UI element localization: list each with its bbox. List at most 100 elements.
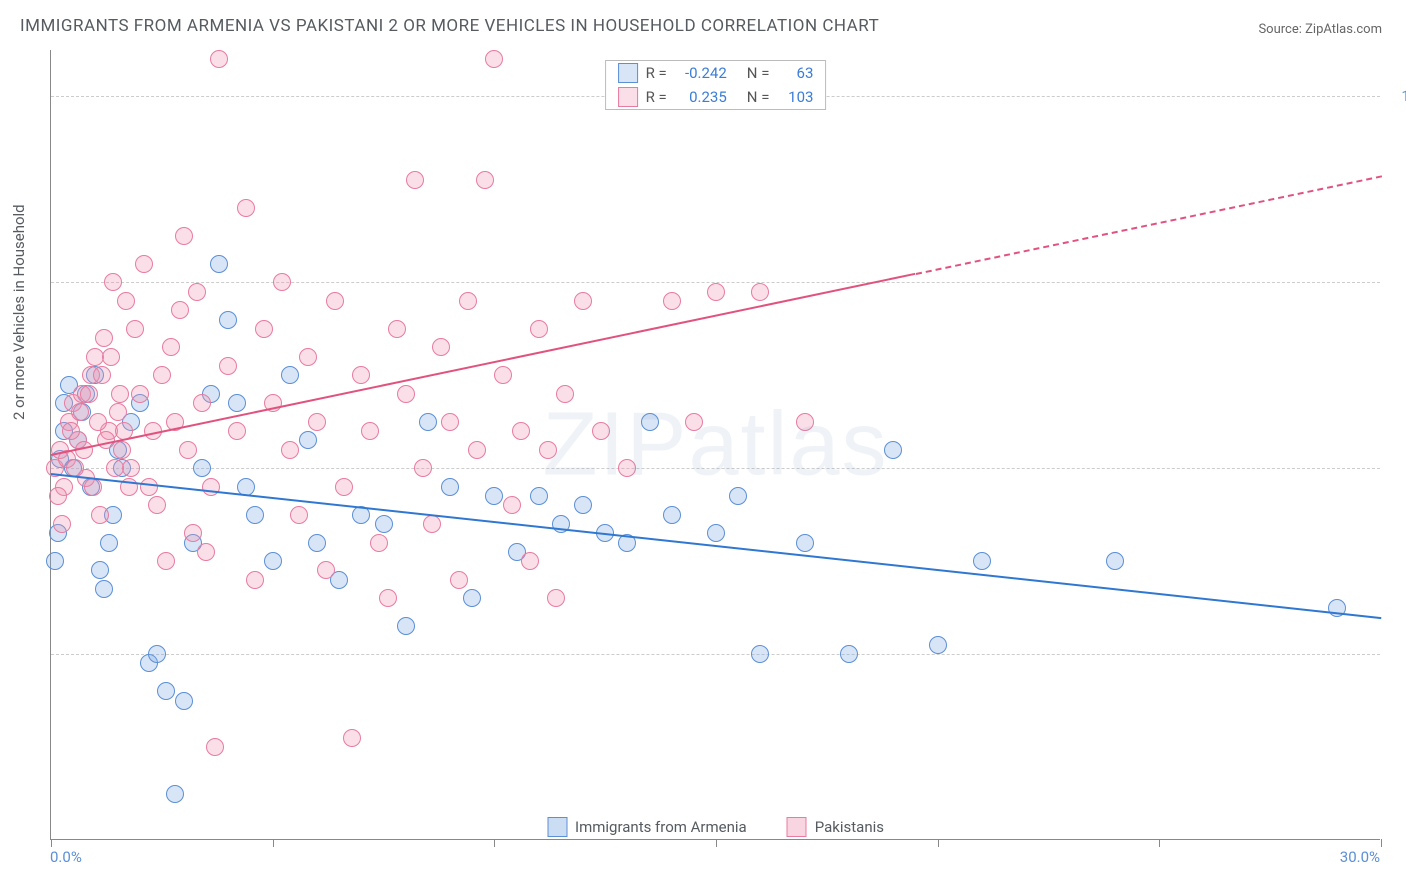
data-point bbox=[929, 636, 947, 654]
data-point bbox=[102, 348, 120, 366]
y-tick-label: 60.0% bbox=[1390, 459, 1406, 477]
data-point bbox=[729, 487, 747, 505]
data-point bbox=[441, 478, 459, 496]
data-point bbox=[91, 561, 109, 579]
data-point bbox=[140, 478, 158, 496]
data-point bbox=[157, 682, 175, 700]
data-point bbox=[521, 552, 539, 570]
data-point bbox=[148, 645, 166, 663]
legend-row: R =0.235N =103 bbox=[606, 85, 826, 109]
data-point bbox=[210, 255, 228, 273]
data-point bbox=[175, 227, 193, 245]
data-point bbox=[290, 506, 308, 524]
data-point bbox=[884, 441, 902, 459]
data-point bbox=[503, 496, 521, 514]
data-point bbox=[53, 515, 71, 533]
data-point bbox=[157, 552, 175, 570]
data-point bbox=[228, 394, 246, 412]
data-point bbox=[685, 413, 703, 431]
data-point bbox=[618, 459, 636, 477]
x-tick bbox=[716, 839, 717, 847]
legend-label: Pakistanis bbox=[815, 818, 884, 836]
data-point bbox=[46, 552, 64, 570]
data-point bbox=[219, 357, 237, 375]
data-point bbox=[406, 171, 424, 189]
x-tick bbox=[938, 839, 939, 847]
x-tick bbox=[1159, 839, 1160, 847]
data-point bbox=[796, 534, 814, 552]
y-tick-label: 40.0% bbox=[1390, 645, 1406, 663]
y-tick-label: 100.0% bbox=[1390, 87, 1406, 105]
data-point bbox=[228, 422, 246, 440]
data-point bbox=[414, 459, 432, 477]
x-tick bbox=[273, 839, 274, 847]
data-point bbox=[281, 441, 299, 459]
data-point bbox=[273, 273, 291, 291]
trend-line bbox=[51, 473, 1381, 619]
data-point bbox=[171, 301, 189, 319]
data-point bbox=[122, 459, 140, 477]
data-point bbox=[707, 524, 725, 542]
data-point bbox=[264, 552, 282, 570]
data-point bbox=[432, 338, 450, 356]
data-point bbox=[113, 441, 131, 459]
source-link[interactable]: ZipAtlas.com bbox=[1305, 22, 1382, 37]
legend-swatch bbox=[547, 817, 567, 837]
data-point bbox=[450, 571, 468, 589]
data-point bbox=[308, 413, 326, 431]
data-point bbox=[166, 785, 184, 803]
x-tick bbox=[51, 839, 52, 847]
data-point bbox=[308, 534, 326, 552]
source-attribution: Source: ZipAtlas.com bbox=[1258, 22, 1382, 37]
chart-plot-area: 40.0%60.0%80.0%100.0% ZIPatlas R =-0.242… bbox=[50, 50, 1380, 840]
data-point bbox=[335, 478, 353, 496]
data-point bbox=[476, 171, 494, 189]
data-point bbox=[148, 496, 166, 514]
y-axis-label: 2 or more Vehicles in Household bbox=[10, 204, 28, 420]
data-point bbox=[299, 348, 317, 366]
data-point bbox=[109, 403, 127, 421]
data-point bbox=[246, 506, 264, 524]
data-point bbox=[71, 403, 89, 421]
data-point bbox=[751, 283, 769, 301]
legend-item: Immigrants from Armenia bbox=[547, 817, 747, 837]
data-point bbox=[317, 561, 335, 579]
data-point bbox=[126, 320, 144, 338]
legend-item: Pakistanis bbox=[787, 817, 884, 837]
data-point bbox=[352, 366, 370, 384]
legend-swatch bbox=[787, 817, 807, 837]
n-value: 63 bbox=[777, 64, 813, 82]
data-point bbox=[219, 311, 237, 329]
r-label: R = bbox=[646, 88, 667, 106]
data-point bbox=[197, 543, 215, 561]
trend-line bbox=[915, 175, 1381, 275]
legend-row: R =-0.242N =63 bbox=[606, 61, 826, 85]
data-point bbox=[379, 589, 397, 607]
data-point bbox=[210, 50, 228, 68]
x-tick-max: 30.0% bbox=[1340, 848, 1380, 866]
data-point bbox=[281, 366, 299, 384]
data-point bbox=[84, 478, 102, 496]
series-legend: Immigrants from Armenia Pakistanis bbox=[547, 817, 884, 837]
data-point bbox=[592, 422, 610, 440]
data-point bbox=[202, 478, 220, 496]
data-point bbox=[237, 199, 255, 217]
data-point bbox=[193, 459, 211, 477]
data-point bbox=[93, 366, 111, 384]
x-tick bbox=[494, 839, 495, 847]
data-point bbox=[419, 413, 437, 431]
data-point bbox=[206, 738, 224, 756]
data-point bbox=[485, 50, 503, 68]
data-point bbox=[840, 645, 858, 663]
y-tick-label: 80.0% bbox=[1390, 273, 1406, 291]
data-point bbox=[574, 292, 592, 310]
data-point bbox=[423, 515, 441, 533]
data-point bbox=[179, 441, 197, 459]
data-point bbox=[530, 487, 548, 505]
data-point bbox=[175, 692, 193, 710]
legend-swatch bbox=[618, 87, 638, 107]
data-point bbox=[104, 273, 122, 291]
data-point bbox=[326, 292, 344, 310]
legend-label: Immigrants from Armenia bbox=[575, 818, 747, 836]
data-point bbox=[135, 255, 153, 273]
